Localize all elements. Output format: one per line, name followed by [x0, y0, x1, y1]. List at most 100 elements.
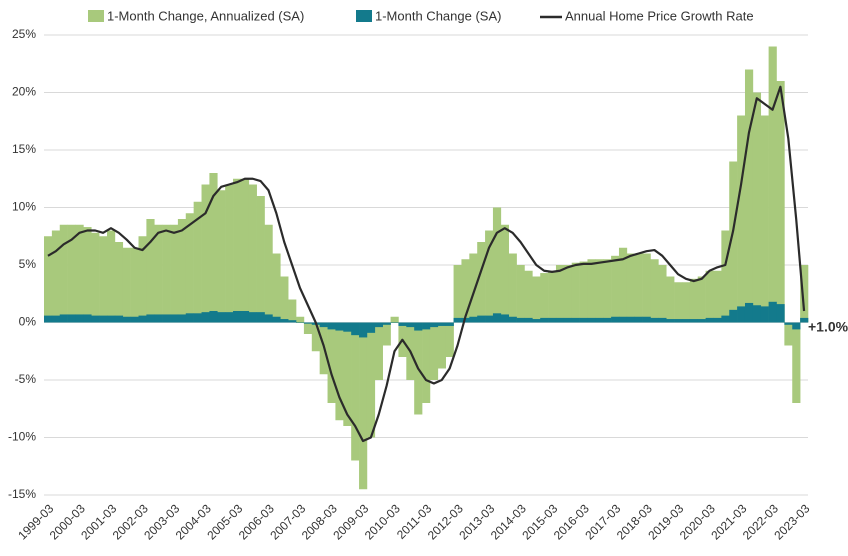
bar — [414, 322, 423, 331]
bar — [170, 314, 179, 323]
bar — [555, 317, 565, 323]
bar — [445, 322, 454, 326]
bar — [44, 236, 53, 323]
bar — [760, 306, 769, 323]
bar — [485, 230, 494, 323]
bar — [146, 219, 155, 323]
legend-label: 1-Month Change, Annualized (SA) — [107, 8, 304, 23]
bar — [311, 322, 320, 352]
legend-label: 1-Month Change (SA) — [375, 8, 501, 23]
bar — [705, 270, 714, 323]
bar — [256, 196, 265, 323]
bar — [697, 276, 706, 323]
bar — [477, 242, 486, 323]
bar — [335, 322, 344, 331]
bar — [776, 304, 785, 323]
y-tick-label: 20% — [12, 85, 36, 99]
bar — [288, 299, 297, 323]
bar — [666, 319, 675, 323]
bar — [697, 319, 706, 323]
bar — [516, 317, 525, 323]
bar — [44, 315, 53, 323]
bar — [516, 265, 525, 323]
bar — [248, 184, 257, 323]
bar — [201, 184, 210, 323]
bar — [540, 273, 549, 323]
bar — [114, 242, 124, 323]
bar — [75, 224, 84, 323]
bar — [248, 312, 257, 323]
bar — [532, 276, 541, 323]
bar — [225, 312, 234, 323]
bar — [611, 316, 620, 323]
bar — [130, 316, 139, 323]
bar — [170, 224, 179, 323]
line — [47, 85, 806, 443]
bar — [800, 265, 809, 323]
y-tick-label: -5% — [15, 372, 37, 386]
bar — [595, 259, 604, 323]
bar — [571, 262, 580, 323]
bar — [67, 224, 76, 323]
bar — [705, 317, 714, 323]
bar — [343, 322, 352, 426]
bar — [500, 314, 510, 323]
legend-swatch — [88, 10, 104, 22]
bar — [351, 322, 360, 336]
bar — [603, 259, 612, 323]
bar — [83, 314, 92, 323]
bar — [744, 302, 754, 323]
bar — [642, 253, 651, 323]
y-tick-label: 5% — [19, 257, 37, 271]
bar — [209, 173, 218, 323]
bar — [776, 81, 785, 323]
bar — [193, 313, 202, 323]
bar — [650, 317, 659, 323]
bar — [674, 319, 683, 323]
bar — [225, 184, 234, 323]
bar — [374, 322, 383, 380]
bar — [185, 313, 194, 323]
bar — [784, 322, 793, 325]
bar — [689, 278, 699, 323]
bar — [288, 320, 297, 323]
bar — [75, 314, 84, 323]
bar — [240, 178, 250, 323]
legend: 1-Month Change, Annualized (SA) 1-Month … — [88, 8, 754, 23]
bar — [768, 301, 777, 323]
bar — [595, 317, 604, 323]
bar — [91, 315, 100, 323]
bar — [492, 313, 502, 323]
bar — [185, 213, 194, 323]
bar — [603, 317, 612, 323]
bar — [233, 178, 242, 323]
bar — [51, 230, 61, 323]
bar — [296, 322, 305, 323]
bar — [303, 322, 313, 324]
bar — [272, 316, 281, 323]
bar — [51, 315, 61, 323]
bar — [713, 317, 722, 323]
bar — [792, 322, 801, 330]
bar — [469, 253, 478, 323]
bar — [154, 314, 163, 323]
bar — [382, 322, 391, 346]
bar — [264, 224, 273, 323]
bar — [130, 247, 139, 323]
bar — [461, 259, 470, 323]
bar — [177, 219, 187, 323]
bar — [681, 282, 691, 323]
bar — [327, 322, 336, 330]
bar — [303, 322, 313, 334]
bar — [122, 316, 131, 323]
bar — [445, 322, 454, 357]
bar — [359, 322, 368, 338]
bar — [634, 253, 643, 323]
y-tick-label: 25% — [12, 27, 36, 41]
bar — [390, 316, 399, 323]
bar — [366, 322, 376, 438]
bar — [209, 311, 218, 323]
bar — [579, 261, 588, 323]
bar — [422, 322, 431, 403]
